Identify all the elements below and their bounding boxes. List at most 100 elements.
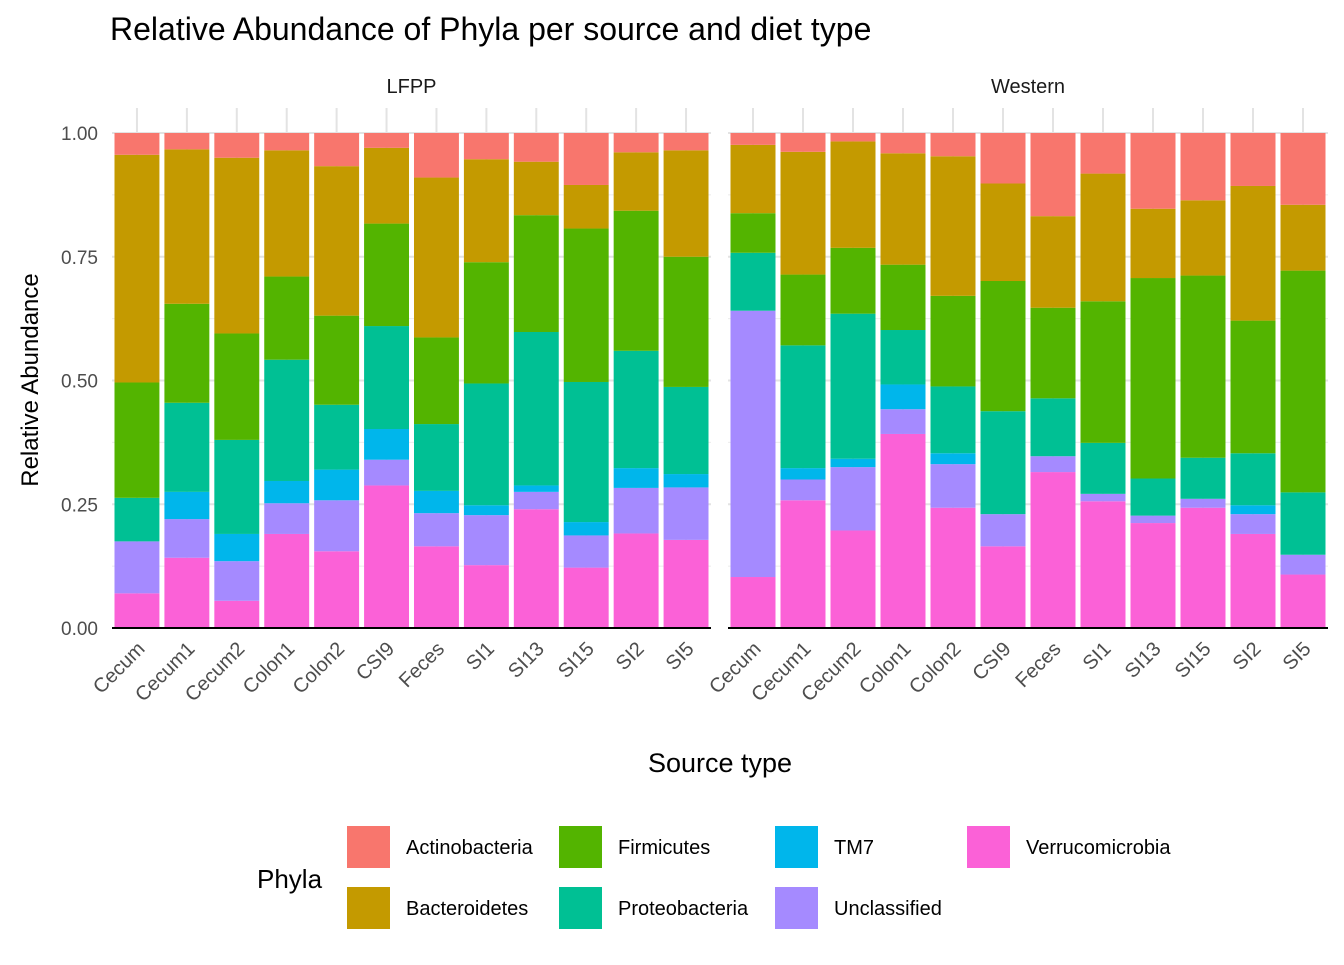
legend-label: Proteobacteria (618, 898, 749, 920)
bar-segment-actinobacteria-feces (1030, 133, 1076, 217)
bar-segment-firmicutes-csi9 (364, 223, 410, 327)
bar-segment-actinobacteria-colon1 (264, 133, 310, 151)
bar-segment-proteobacteria-si1 (1080, 442, 1126, 494)
bar-segment-unclassified-feces (413, 513, 459, 547)
bar-segment-proteobacteria-cecum1 (164, 402, 210, 492)
bar-segment-proteobacteria-si1 (463, 383, 509, 506)
legend-item-tm7: TM7 (775, 826, 874, 868)
bar-segment-bacteroidetes-cecum2 (214, 157, 260, 334)
bar-segment-bacteroidetes-si5 (1280, 204, 1326, 271)
bar-segment-firmicutes-feces (1030, 307, 1076, 399)
bar-segment-tm7-si1 (463, 505, 509, 516)
bar-segment-proteobacteria-cecum (114, 497, 160, 542)
bar-segment-actinobacteria-si15 (1180, 133, 1226, 201)
bar-segment-bacteroidetes-cecum (114, 154, 160, 383)
bar-segment-verrucomicrobia-colon1 (264, 533, 310, 628)
y-tick-label: 1.00 (61, 124, 98, 145)
bar-segment-proteobacteria-si2 (1230, 453, 1276, 506)
bar-segment-verrucomicrobia-si15 (1180, 507, 1226, 628)
bar-segment-unclassified-si15 (563, 535, 609, 568)
bar-segment-firmicutes-colon2 (314, 315, 360, 405)
bar-segment-proteobacteria-si13 (513, 331, 559, 486)
legend-item-firmicutes: Firmicutes (559, 826, 710, 868)
bar-segment-unclassified-cecum (730, 310, 776, 578)
bar-segment-actinobacteria-cecum1 (164, 133, 210, 150)
bar-segment-tm7-cecum1 (780, 468, 826, 480)
bar-segment-bacteroidetes-csi9 (980, 183, 1026, 282)
bar-segment-actinobacteria-cecum (114, 133, 160, 155)
legend-swatch (967, 826, 1010, 868)
bar-segment-proteobacteria-colon1 (880, 330, 926, 385)
y-axis-label: Relative Abundance (17, 273, 44, 487)
bar-segment-bacteroidetes-colon2 (314, 166, 360, 316)
bar-segment-proteobacteria-cecum1 (780, 345, 826, 469)
legend-swatch (775, 826, 818, 868)
y-tick-label: 0.00 (61, 619, 98, 640)
bar-segment-tm7-colon2 (930, 453, 976, 465)
bar-segment-tm7-cecum2 (830, 458, 876, 468)
legend-item-actinobacteria: Actinobacteria (347, 826, 534, 868)
bar-segment-firmicutes-colon1 (880, 264, 926, 331)
bar-segment-firmicutes-cecum (114, 382, 160, 498)
bar-segment-tm7-si2 (1230, 505, 1276, 515)
bar-segment-verrucomicrobia-colon1 (880, 433, 926, 628)
bar-segment-verrucomicrobia-si5 (1280, 574, 1326, 628)
y-tick-label: 0.75 (61, 248, 98, 269)
bar-segment-proteobacteria-si15 (1180, 457, 1226, 499)
bar-segment-firmicutes-si1 (1080, 301, 1126, 443)
bar-segment-unclassified-si1 (1080, 493, 1126, 502)
bar-segment-verrucomicrobia-si2 (613, 533, 659, 628)
bar-segment-actinobacteria-si13 (513, 133, 559, 162)
bar-segment-firmicutes-cecum2 (830, 247, 876, 314)
bar-segment-verrucomicrobia-csi9 (980, 546, 1026, 628)
bar-segment-verrucomicrobia-colon2 (314, 551, 360, 628)
bar-segment-actinobacteria-cecum2 (214, 133, 260, 158)
bar-segment-bacteroidetes-si13 (513, 161, 559, 216)
bar-segment-verrucomicrobia-si1 (1080, 501, 1126, 628)
bar-segment-actinobacteria-si5 (663, 133, 709, 151)
bar-segment-tm7-feces (413, 490, 459, 514)
bar-segment-firmicutes-si1 (463, 262, 509, 384)
bar-segment-firmicutes-si5 (663, 256, 709, 387)
bar-segment-unclassified-cecum2 (214, 561, 260, 601)
bar-segment-bacteroidetes-colon1 (264, 150, 310, 277)
bar-segment-unclassified-cecum1 (780, 479, 826, 501)
bar-segment-bacteroidetes-si1 (463, 159, 509, 263)
bar-segment-verrucomicrobia-cecum1 (780, 500, 826, 628)
bar-segment-firmicutes-colon2 (930, 295, 976, 387)
bar-segment-tm7-cecum2 (214, 533, 260, 562)
bar-segment-bacteroidetes-si15 (1180, 200, 1226, 276)
bar-segment-proteobacteria-cecum2 (214, 439, 260, 534)
bar-segment-actinobacteria-si5 (1280, 133, 1326, 205)
bar-segment-firmicutes-colon1 (264, 276, 310, 360)
chart-title: Relative Abundance of Phyla per source a… (110, 11, 871, 47)
bar-segment-proteobacteria-colon2 (930, 386, 976, 454)
bar-segment-unclassified-cecum (114, 541, 160, 594)
bar-segment-bacteroidetes-colon2 (930, 156, 976, 296)
bar-segment-actinobacteria-si1 (463, 133, 509, 160)
bar-segment-unclassified-si13 (513, 491, 559, 510)
legend-label: TM7 (834, 837, 874, 859)
bar-segment-actinobacteria-si13 (1130, 133, 1176, 209)
bar-segment-unclassified-cecum1 (164, 519, 210, 558)
bar-segment-proteobacteria-colon1 (264, 359, 310, 481)
bar-segment-unclassified-colon1 (880, 409, 926, 434)
y-tick-label: 0.50 (61, 372, 98, 393)
bar-segment-firmicutes-si2 (613, 210, 659, 351)
bar-segment-verrucomicrobia-cecum2 (830, 530, 876, 628)
bar-segment-unclassified-si15 (1180, 498, 1226, 508)
bar-segment-proteobacteria-colon2 (314, 404, 360, 470)
bar-segment-unclassified-si1 (463, 515, 509, 566)
legend-item-proteobacteria: Proteobacteria (559, 887, 749, 929)
bar-segment-actinobacteria-si1 (1080, 133, 1126, 174)
bar-segment-verrucomicrobia-si13 (1130, 523, 1176, 628)
bar-segment-bacteroidetes-si1 (1080, 173, 1126, 302)
bar-segment-proteobacteria-cecum2 (830, 313, 876, 459)
bar-segment-unclassified-csi9 (980, 514, 1026, 547)
bar-segment-actinobacteria-csi9 (364, 133, 410, 148)
bar-segment-bacteroidetes-si2 (613, 152, 659, 211)
bar-segment-unclassified-si2 (613, 487, 659, 534)
bar-segment-bacteroidetes-cecum2 (830, 141, 876, 248)
bar-segment-unclassified-si13 (1130, 515, 1176, 524)
